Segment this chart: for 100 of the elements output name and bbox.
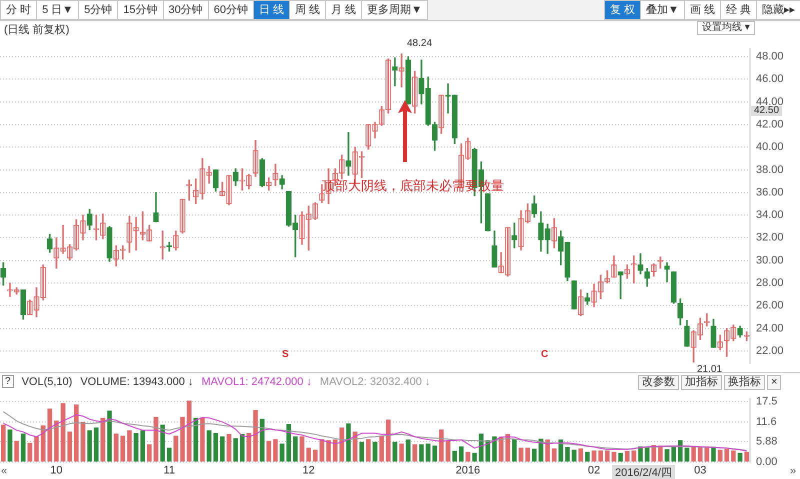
chart-subtitle: (日线 前复权) xyxy=(4,23,70,37)
x-tick-label: 02 xyxy=(588,464,600,476)
bar xyxy=(339,427,344,462)
text: 画 线 xyxy=(684,0,721,20)
bar xyxy=(439,430,444,462)
bar xyxy=(744,452,750,462)
bar xyxy=(598,450,603,462)
bar xyxy=(147,444,152,462)
bar xyxy=(100,418,106,462)
bar xyxy=(14,440,19,462)
bar xyxy=(312,450,318,462)
y-tick-label: 36.00 xyxy=(756,186,784,198)
bar xyxy=(20,434,26,462)
bar xyxy=(446,440,450,462)
bar xyxy=(392,442,398,462)
bar xyxy=(34,436,39,462)
y-tick-label: 26.00 xyxy=(756,300,784,312)
text: 月 线 xyxy=(325,0,362,20)
text: MAVOL2: 32032.400 ↓ xyxy=(320,376,430,388)
y-tick-label: 22.00 xyxy=(756,344,784,357)
bar xyxy=(731,450,736,462)
annotation: C xyxy=(541,349,548,360)
bar xyxy=(684,448,690,462)
text: 周 线 xyxy=(289,0,326,20)
text: 5 日▼ xyxy=(36,0,80,20)
annotation: 48.24 xyxy=(407,38,432,49)
bar xyxy=(246,432,252,462)
y-tick-label: 5.88 xyxy=(756,436,778,448)
text: 5分钟 xyxy=(78,0,118,20)
bar xyxy=(412,444,418,462)
bar xyxy=(127,430,132,462)
bar xyxy=(87,430,92,462)
bar xyxy=(306,448,311,462)
text: » xyxy=(790,465,796,477)
bar xyxy=(678,440,683,462)
bar xyxy=(220,436,225,462)
text: 换指标 xyxy=(724,375,765,390)
text: 叠加▼ xyxy=(640,0,685,20)
x-tick-label: 2016 xyxy=(456,464,480,476)
text: 21.01 xyxy=(697,364,722,375)
bar xyxy=(94,427,99,462)
text: 2016/2/4/四 xyxy=(612,465,675,479)
bar xyxy=(432,446,438,462)
y-tick-label: 11.6 xyxy=(756,416,777,428)
text: ? xyxy=(2,375,14,388)
bar xyxy=(54,420,59,462)
series-label: VOLUME: 13943.000 ↓ xyxy=(80,376,194,388)
y-tick-label: 34.00 xyxy=(756,209,784,222)
text: 改参数 xyxy=(638,375,679,390)
bar xyxy=(366,439,371,462)
bar xyxy=(592,450,596,462)
bar xyxy=(718,450,722,462)
y-tick-label: 28.00 xyxy=(756,277,784,290)
bar xyxy=(552,448,557,462)
x-tick-label: 11 xyxy=(164,464,175,476)
bar xyxy=(134,432,138,462)
bar xyxy=(174,436,178,462)
y-tick-label: 30.00 xyxy=(756,254,784,266)
bar xyxy=(538,438,544,462)
text: 更多周期▼ xyxy=(361,0,428,20)
bar xyxy=(632,450,636,462)
bar xyxy=(180,416,185,462)
bar xyxy=(114,434,118,462)
bar xyxy=(154,416,158,462)
y-tick-label: 46.00 xyxy=(756,73,784,86)
bar xyxy=(466,452,470,462)
bar xyxy=(193,418,198,462)
text: 隐藏▸▸ xyxy=(756,0,800,20)
bar xyxy=(512,439,517,462)
bar xyxy=(478,434,484,462)
bar xyxy=(545,439,550,462)
text: 42.50 xyxy=(751,105,782,116)
text: 60分钟 xyxy=(208,0,254,20)
bar xyxy=(273,439,278,462)
bar xyxy=(80,422,86,462)
bar xyxy=(379,436,384,462)
bar xyxy=(664,449,670,462)
text: 复 权 xyxy=(604,0,641,20)
bar xyxy=(372,442,378,462)
bar xyxy=(658,446,663,462)
bar xyxy=(332,439,338,462)
bar xyxy=(492,436,497,462)
bar xyxy=(213,432,218,462)
bar xyxy=(0,424,6,462)
chart-title: VOL(5,10) xyxy=(22,376,72,388)
bar xyxy=(346,423,351,462)
bar xyxy=(260,418,264,462)
bar xyxy=(585,452,590,462)
bar xyxy=(738,452,742,462)
text: 设置均线 ▾ xyxy=(697,21,755,35)
bar xyxy=(426,444,430,462)
x-tick-label: 12 xyxy=(302,464,315,476)
bar xyxy=(711,446,716,462)
y-tick-label: 17.5 xyxy=(756,396,778,408)
y-tick-label: 24.00 xyxy=(756,322,784,334)
bar xyxy=(200,418,205,462)
bar xyxy=(419,444,424,462)
bar xyxy=(618,452,623,462)
bar xyxy=(399,444,404,462)
bar xyxy=(326,440,331,462)
